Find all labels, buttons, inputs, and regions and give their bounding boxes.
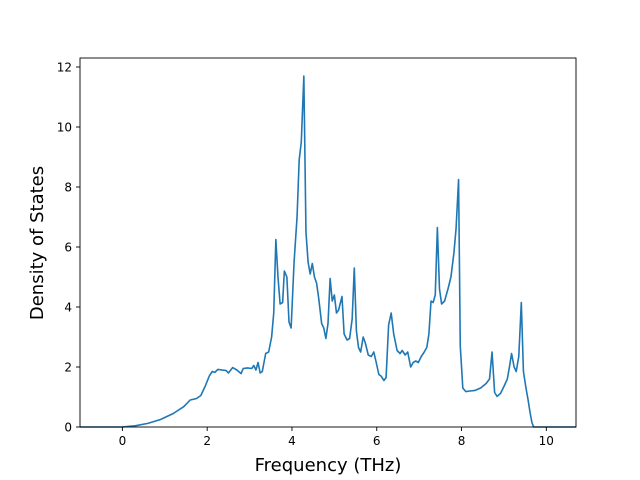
y-axis-label: Density of States bbox=[27, 166, 48, 320]
y-tick-label: 4 bbox=[64, 301, 72, 315]
x-tick-label: 8 bbox=[458, 434, 466, 448]
dos-series-line bbox=[80, 75, 576, 428]
plot-area: 0 2 4 6 8 10 0 2 4 6 8 10 12 bbox=[57, 57, 577, 448]
x-tick-label: 4 bbox=[288, 434, 296, 448]
y-tick-label: 8 bbox=[64, 181, 72, 195]
y-tick-label: 12 bbox=[57, 61, 72, 75]
x-axis-label: Frequency (THz) bbox=[255, 455, 402, 476]
y-tick-label: 0 bbox=[64, 421, 72, 435]
y-tick-label: 2 bbox=[64, 361, 72, 375]
y-tick-label: 10 bbox=[57, 121, 72, 135]
x-tick-label: 10 bbox=[539, 434, 554, 448]
axes-frame bbox=[79, 57, 577, 428]
x-tick-label: 6 bbox=[373, 434, 381, 448]
y-tick-label: 6 bbox=[64, 241, 72, 255]
x-tick-label: 2 bbox=[203, 434, 211, 448]
x-tick-label: 0 bbox=[119, 434, 127, 448]
